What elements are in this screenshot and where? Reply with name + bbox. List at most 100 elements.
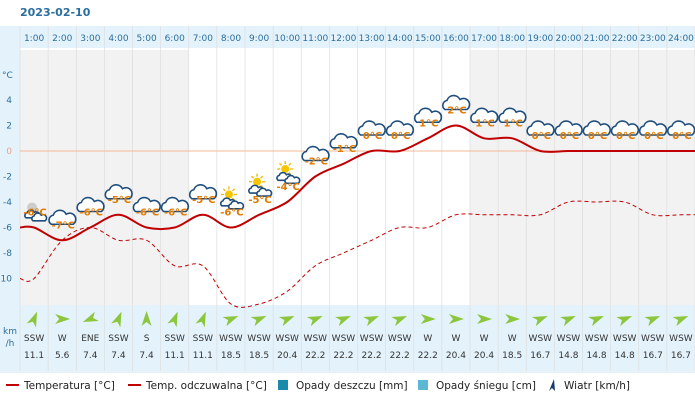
- temperature-label: -6°C: [23, 208, 46, 219]
- y-tick-label: 2: [6, 122, 12, 132]
- wind-arrow-icon: [278, 315, 295, 327]
- legend-label: Temp. odczuwalna [°C]: [145, 380, 267, 392]
- hour-tick-label: 22:00: [612, 34, 638, 44]
- hour-column: [104, 50, 133, 305]
- wind-arrow-shape: [167, 311, 178, 328]
- wind-arrow-shape: [306, 315, 323, 327]
- sun-ray: [288, 162, 292, 166]
- wind-arrow-icon: [420, 314, 436, 324]
- cloud-icon: [638, 120, 668, 136]
- wind-direction-label: WSW: [669, 334, 693, 344]
- cloud-icon: [667, 120, 695, 136]
- wind-speed-label: 14.8: [615, 351, 635, 361]
- cloud-shape: [385, 120, 415, 136]
- y-tick-label: -10: [0, 275, 12, 285]
- cloud-shape: [526, 120, 555, 136]
- hour-tick-label: 21:00: [584, 34, 610, 44]
- wind-arrow-shape: [26, 311, 38, 328]
- wind-speed-label: 7.4: [111, 351, 126, 361]
- legend-item: Wiatr [km/h]: [549, 379, 630, 392]
- cloud-shape: [667, 120, 695, 136]
- legend-label: Opady deszczu [mm]: [296, 380, 408, 392]
- temperature-label: -1°C: [333, 144, 356, 155]
- cloud-shape: [610, 120, 640, 136]
- hour-header-band: [0, 26, 695, 48]
- cloud-shape: [442, 94, 471, 111]
- wind-arrow-icon: [391, 315, 408, 327]
- hour-tick-label: 15:00: [415, 34, 441, 44]
- wind-speed-label: 16.7: [530, 351, 550, 361]
- hour-tick-label: 4:00: [108, 34, 128, 44]
- wind-direction-label: WSW: [219, 334, 243, 344]
- hour-tick-label: 8:00: [221, 34, 241, 44]
- wind-arrow-icon: [195, 311, 206, 328]
- temperature-label: -5°C: [108, 195, 131, 206]
- hour-tick-label: 5:00: [136, 34, 156, 44]
- legend-item: Opady śniegu [cm]: [418, 380, 536, 392]
- hour-tick-label: 12:00: [330, 34, 356, 44]
- wind-arrow-icon: [82, 311, 99, 323]
- cloud-icon: [48, 209, 77, 226]
- temperature-label: 0°C: [672, 131, 691, 142]
- wind-speed-label: 20.4: [446, 351, 466, 361]
- hour-column: [385, 50, 414, 305]
- wind-arrow-shape: [644, 315, 661, 327]
- hour-column: [470, 50, 499, 305]
- cloud-icon: [76, 196, 105, 213]
- y-axis-unit: °C: [2, 71, 13, 81]
- sun-ray: [260, 175, 264, 179]
- wind-arrow-icon: [167, 311, 178, 328]
- temperature-label: 1°C: [475, 118, 494, 129]
- temperature-label: 0°C: [363, 131, 382, 142]
- wind-arrow-shape: [588, 315, 604, 327]
- wind-arrow-shape: [111, 311, 122, 328]
- legend-item: Opady deszczu [mm]: [278, 380, 408, 392]
- sun-ray: [250, 175, 254, 179]
- wind-direction-label: WSW: [275, 334, 299, 344]
- wind-arrow-shape: [335, 315, 351, 327]
- legend-item: Temperatura [°C]: [6, 380, 115, 392]
- wind-arrow-icon: [672, 315, 689, 327]
- hour-column: [498, 50, 527, 305]
- hour-column: [554, 50, 583, 305]
- legend-label: Wiatr [km/h]: [564, 380, 630, 392]
- wind-arrow-shape: [278, 315, 295, 327]
- hour-tick-label: 10:00: [274, 34, 300, 44]
- temperature-label: 0°C: [532, 131, 551, 142]
- cloud-icon: [470, 107, 499, 124]
- wind-speed-label: 14.8: [558, 351, 578, 361]
- cloud-icon: [357, 120, 386, 136]
- partly-sunny-icon: [219, 186, 245, 210]
- cloud-shape: [284, 174, 301, 185]
- wind-arrow-icon: [477, 314, 493, 324]
- cloud-icon: [132, 196, 161, 213]
- cloud-shape: [76, 196, 105, 213]
- hour-tick-label: 3:00: [80, 34, 100, 44]
- wind-speed-label: 16.7: [643, 351, 663, 361]
- hour-tick-label: 11:00: [302, 34, 328, 44]
- hour-tick-label: 13:00: [359, 34, 385, 44]
- partly-sunny-icon: [248, 173, 273, 197]
- wind-arrow-shape: [82, 311, 99, 323]
- wind-direction-label: WSW: [613, 334, 637, 344]
- wind-arrow-icon: [644, 315, 661, 327]
- sun-disc: [224, 190, 233, 199]
- hour-column: [329, 50, 358, 305]
- hour-column: [638, 50, 667, 305]
- cloud-icon: [442, 94, 471, 111]
- cloud-icon: [582, 120, 611, 136]
- cloud-icon: [329, 133, 358, 149]
- hour-tick-label: 6:00: [165, 34, 185, 44]
- hour-column: [20, 50, 49, 305]
- y-tick-label: -6: [3, 224, 12, 234]
- cloud-icon: [554, 120, 583, 136]
- wind-arrow-icon: [335, 315, 351, 327]
- wind-unit-label: km: [3, 327, 17, 337]
- cloud-shape: [301, 145, 330, 162]
- wind-arrow-shape: [560, 315, 576, 327]
- wind-arrow-shape: [616, 315, 633, 327]
- wind-arrow-icon: [26, 311, 38, 328]
- wind-legend-icon: [549, 379, 555, 391]
- cloud-shape: [31, 212, 48, 222]
